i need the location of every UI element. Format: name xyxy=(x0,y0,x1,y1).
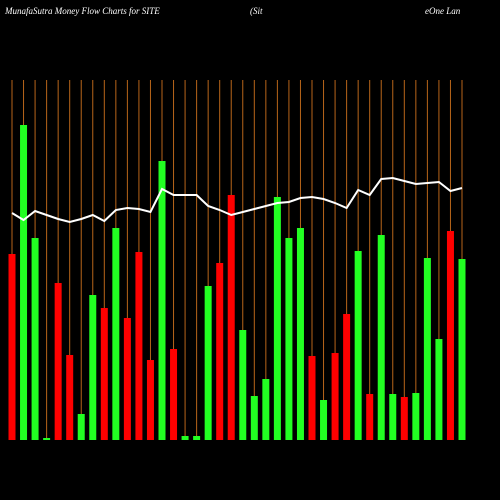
bar xyxy=(54,283,62,440)
bar xyxy=(366,394,374,440)
bar xyxy=(250,396,258,440)
bar xyxy=(204,286,212,440)
chart-title: MunafaSutra Money Flow Charts for SITE xyxy=(4,6,160,16)
bar xyxy=(296,228,304,440)
line xyxy=(11,176,463,224)
bar xyxy=(389,394,397,440)
bar xyxy=(435,339,443,440)
bar xyxy=(423,258,431,440)
bar xyxy=(262,379,270,440)
bar xyxy=(308,356,316,440)
bar xyxy=(412,393,420,440)
bar xyxy=(377,235,385,440)
bar xyxy=(239,330,247,440)
bar xyxy=(77,414,85,440)
bar xyxy=(100,308,108,440)
bar xyxy=(123,318,131,440)
bar xyxy=(146,360,154,440)
bar xyxy=(285,238,293,440)
bar xyxy=(446,231,454,440)
bar xyxy=(8,254,16,440)
chart-title: (Sit xyxy=(250,6,263,16)
bar xyxy=(43,438,51,440)
bar xyxy=(158,161,166,440)
bar xyxy=(20,125,28,440)
bar xyxy=(31,238,39,440)
bar xyxy=(400,397,408,440)
bar xyxy=(66,355,74,440)
bar xyxy=(354,251,362,440)
bar xyxy=(320,400,328,440)
bar xyxy=(273,197,281,440)
bar xyxy=(343,314,351,440)
bar xyxy=(193,436,201,440)
bar xyxy=(331,353,339,440)
bar xyxy=(89,295,97,440)
bar xyxy=(458,259,466,440)
bar xyxy=(112,228,120,440)
bar xyxy=(181,436,189,440)
bar xyxy=(216,263,224,440)
bar xyxy=(135,252,143,440)
bar xyxy=(170,349,178,440)
bar xyxy=(227,195,235,440)
chart-title: eOne Lan xyxy=(425,6,461,16)
